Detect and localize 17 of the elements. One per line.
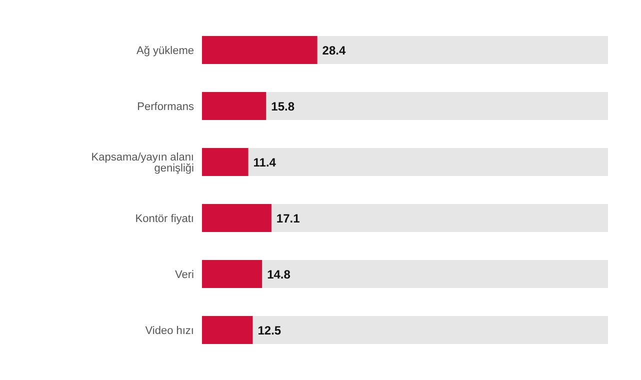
bar — [202, 148, 248, 176]
bar — [202, 316, 253, 344]
y-tick-label: Kapsama/yayın alanı genişliği — [91, 151, 194, 174]
data-label: 15.8 — [271, 99, 295, 114]
data-label: 14.8 — [267, 267, 291, 282]
bar — [202, 204, 272, 232]
bar — [202, 260, 262, 288]
y-tick-label: Kontör fiyatı — [135, 212, 194, 225]
data-label: 28.4 — [322, 43, 346, 58]
y-tick-label: Ağ yükleme — [136, 44, 194, 57]
y-tick-label: Video hızı — [145, 324, 194, 337]
data-label: 11.4 — [253, 155, 276, 170]
y-tick-label: Performans — [137, 100, 194, 113]
y-tick-label: Veri — [175, 268, 194, 281]
data-label: 17.1 — [276, 211, 300, 226]
bar — [202, 92, 266, 120]
data-label: 12.5 — [258, 323, 282, 338]
